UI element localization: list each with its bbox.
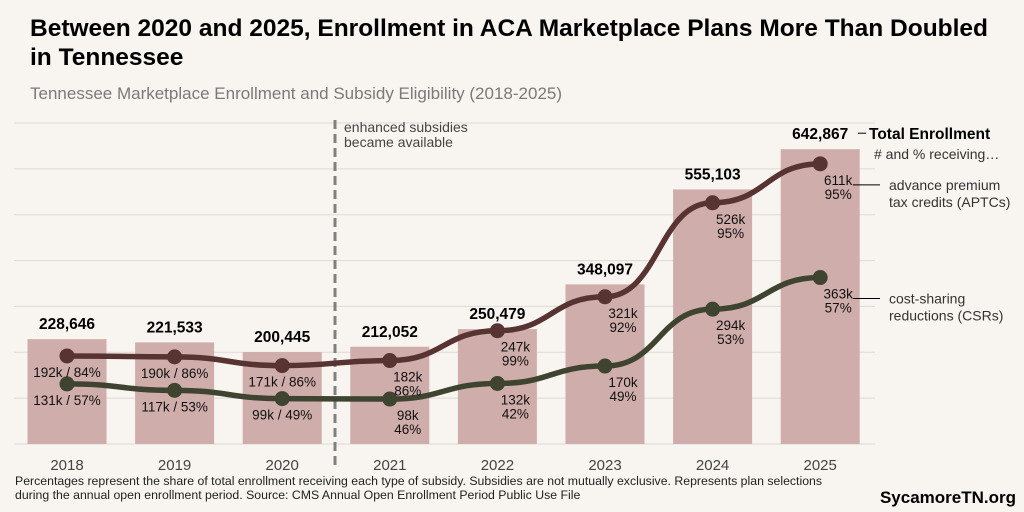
x-tick-label: 2025 <box>804 457 837 474</box>
bar-total-2025 <box>780 149 860 444</box>
aptc-percent-2025: 95% <box>825 187 852 202</box>
aptc-label-2018: 192k / 84% <box>33 365 101 380</box>
csr-percent-2022: 42% <box>502 406 529 421</box>
aptc-percent-2024: 95% <box>717 226 744 241</box>
aptc-point-2021 <box>382 353 398 369</box>
legend-csr-label: cost-sharing <box>889 291 965 307</box>
chart-title: Between 2020 and 2025, Enrollment in ACA… <box>30 15 989 71</box>
csr-label-2019: 117k / 53% <box>141 399 208 414</box>
aptc-point-2019 <box>167 349 183 365</box>
csr-percent-2025: 57% <box>825 301 852 316</box>
total-label-2024: 555,103 <box>685 166 741 183</box>
aptc-count-2025: 611k <box>824 173 853 188</box>
aptc-count-2022: 247k <box>501 340 531 355</box>
csr-point-2024 <box>705 301 721 317</box>
csr-count-2021: 98k <box>397 408 419 423</box>
csr-point-2021 <box>382 391 398 407</box>
legend-total-enrollment: Total Enrollment <box>869 126 990 143</box>
aptc-point-2018 <box>59 348 75 364</box>
total-label-2021: 212,052 <box>362 324 418 341</box>
csr-label-2020: 99k / 49% <box>252 408 312 423</box>
x-tick-label: 2022 <box>481 457 514 474</box>
brand-logo-text: SycamoreTN.org <box>879 488 1016 507</box>
footnote: Percentages represent the share of total… <box>15 474 823 502</box>
csr-point-2022 <box>489 375 505 391</box>
aptc-count-2021: 182k <box>393 370 423 385</box>
aptc-label-2020: 171k / 86% <box>248 375 316 390</box>
x-tick-label: 2021 <box>373 457 406 474</box>
aptc-label-2019: 190k / 86% <box>141 366 209 381</box>
x-tick-label: 2019 <box>158 457 191 474</box>
x-tick-label: 2020 <box>266 457 299 474</box>
chart-subtitle: Tennessee Marketplace Enrollment and Sub… <box>30 84 563 103</box>
aptc-point-2024 <box>705 195 721 211</box>
csr-count-2024: 294k <box>716 318 746 333</box>
csr-point-2025 <box>812 270 828 286</box>
aptc-count-2024: 526k <box>716 212 746 227</box>
aptc-percent-2021: 86% <box>394 384 421 399</box>
total-label-2018: 228,646 <box>39 316 95 333</box>
csr-line <box>64 274 823 402</box>
aptc-percent-2023: 92% <box>609 320 636 335</box>
csr-percent-2023: 49% <box>609 389 636 404</box>
divider-annotation: enhanced subsidies <box>344 119 468 135</box>
csr-count-2023: 170k <box>608 375 638 390</box>
csr-point-2018 <box>59 376 75 392</box>
csr-point-2019 <box>167 382 183 398</box>
csr-count-2025: 363k <box>824 287 854 302</box>
aptc-point-2020 <box>274 358 290 374</box>
legend-aptc-label: tax credits (APTCs) <box>889 194 1010 210</box>
x-tick-label: 2023 <box>588 457 621 474</box>
legend-csr-label: reductions (CSRs) <box>889 308 1003 324</box>
aptc-point-2025 <box>812 156 828 172</box>
aptc-percent-2022: 99% <box>502 354 529 369</box>
csr-label-2018: 131k / 57% <box>33 393 101 408</box>
csr-point-2020 <box>274 391 290 407</box>
csr-percent-2024: 53% <box>717 332 744 347</box>
csr-count-2022: 132k <box>501 392 531 407</box>
x-tick-label: 2024 <box>696 457 729 474</box>
aptc-point-2023 <box>597 289 613 305</box>
aptc-point-2022 <box>489 323 505 339</box>
x-tick-label: 2018 <box>50 457 83 474</box>
legend-aptc-label: advance premium <box>889 177 1000 193</box>
legend-subtitle: # and % receiving… <box>874 146 999 162</box>
total-label-2022: 250,479 <box>469 306 525 323</box>
total-label-2019: 221,533 <box>147 319 203 336</box>
aptc-count-2023: 321k <box>608 306 638 321</box>
total-label-2020: 200,445 <box>254 329 310 346</box>
total-label-2025: 642,867 <box>792 126 848 143</box>
csr-percent-2021: 46% <box>394 422 421 437</box>
total-label-2023: 348,097 <box>577 261 633 278</box>
csr-point-2023 <box>597 358 613 374</box>
divider-annotation: became available <box>344 134 453 150</box>
